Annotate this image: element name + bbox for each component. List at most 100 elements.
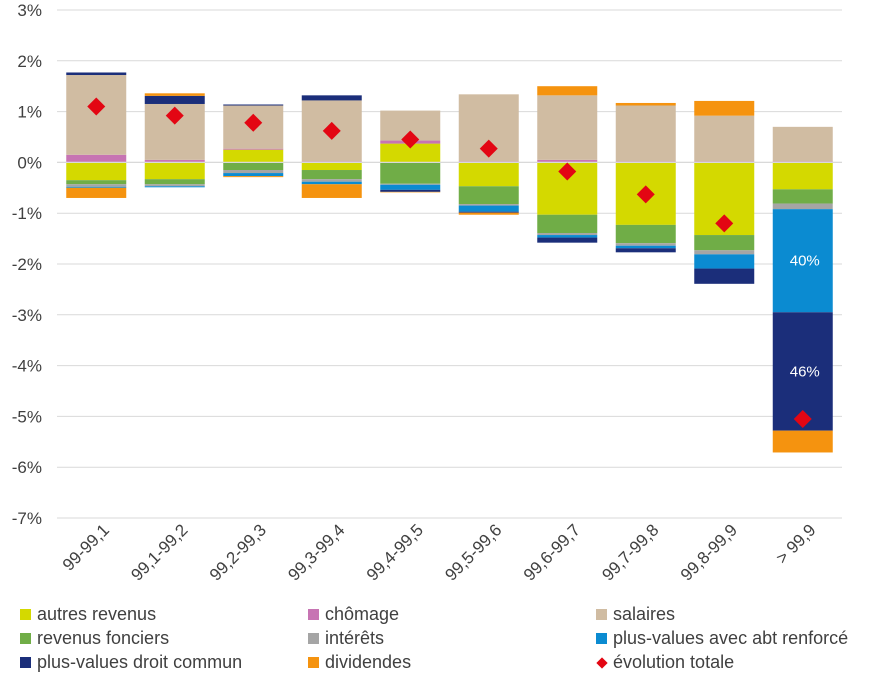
bar-segment-fonciers	[537, 214, 598, 234]
y-tick-label: -1%	[12, 204, 42, 223]
bar-segment-salaires	[694, 115, 755, 162]
bar-segment-autres	[301, 162, 362, 171]
bar-segment-interets	[458, 204, 519, 206]
bar-segment-interets	[301, 179, 362, 182]
x-tick-label: 99,3-99,4	[284, 520, 348, 584]
bar-segment-pv_renforce	[301, 181, 362, 185]
bar-segment-pv_renforce	[66, 186, 127, 188]
legend-item-autres-revenus: autres revenus	[20, 604, 156, 625]
legend-label: dividendes	[325, 652, 412, 672]
legend-item-dividendes: dividendes	[308, 652, 411, 673]
total-marker	[87, 97, 106, 116]
y-tick-label: -3%	[12, 306, 42, 325]
bar-stack	[694, 100, 755, 284]
total-markers	[87, 97, 812, 428]
bar-stack	[301, 95, 362, 198]
bar-segment-fonciers	[694, 235, 755, 251]
legend-item-revenus-fonciers: revenus fonciers	[20, 628, 169, 649]
bar-segment-autres	[144, 162, 205, 180]
legend-swatch-revenus-fonciers	[20, 633, 31, 644]
total-marker	[479, 139, 498, 158]
bar-segment-interets	[615, 243, 676, 246]
bar-segment-interets	[694, 250, 755, 255]
bar-segment-autres	[66, 162, 127, 181]
bar-segment-fonciers	[772, 189, 833, 204]
stacked-bar-chart: 3% 2% 1% 0% -1% -2% -3% -4% -5% -6% -7% 46% 40% 99-…	[12, 1, 842, 585]
bar-segment-pv_droit	[615, 248, 676, 253]
legend-item-chomage: chômage	[308, 604, 399, 625]
bar-segment-autres	[772, 162, 833, 190]
bar-segment-pv_droit	[144, 95, 205, 104]
bar-segment-pv_droit	[458, 211, 519, 213]
bar-segment-pv_renforce	[458, 205, 519, 212]
legend-label: évolution totale	[613, 652, 735, 672]
bar-segment-dividendes	[380, 191, 441, 193]
bar-segment-pv_renforce	[223, 173, 284, 177]
bar-segment-pv_renforce	[537, 235, 598, 238]
y-tick-label: -7%	[12, 509, 42, 528]
bar-segment-pv_droit	[694, 268, 755, 284]
legend-swatch-chomage	[308, 609, 319, 620]
legend-swatch-dividendes	[308, 657, 319, 668]
legend-swatch-pv-renforce	[596, 633, 607, 644]
x-tick-label: 99,8-99,9	[677, 520, 741, 584]
bar-segment-pv_droit	[301, 95, 362, 101]
y-tick-label: -2%	[12, 255, 42, 274]
bar-segment-chomage	[537, 159, 598, 163]
bar-segment-salaires	[772, 126, 833, 162]
x-tick-label: 99,4-99,5	[363, 520, 427, 584]
total-marker	[244, 113, 263, 132]
bar-segment-interets	[537, 233, 598, 236]
segment-annotations: 46% 40%	[790, 253, 820, 381]
legend-item-pv-droit-commun: plus-values droit commun	[20, 652, 242, 673]
y-tick-label: 3%	[17, 1, 42, 20]
y-tick-label: 2%	[17, 52, 42, 71]
legend-label: salaires	[613, 604, 676, 624]
bar-segment-dividendes	[615, 102, 676, 106]
bar-segment-fonciers	[458, 186, 519, 205]
bar-segment-dividendes	[223, 176, 284, 178]
bar-segment-pv_renforce	[694, 254, 755, 269]
x-tick-label: 99,7-99,8	[598, 520, 662, 584]
x-axis-tick-labels: 99-99,1 99,1-99,2 99,2-99,3 99,3-99,4 99,4-9…	[59, 520, 820, 584]
legend-diamond-icon	[596, 656, 608, 669]
bar-segment-fonciers	[223, 162, 284, 171]
x-tick-label: 99-99,1	[59, 520, 113, 574]
bar-stacks	[66, 72, 833, 453]
bar-segment-dividendes	[66, 187, 127, 198]
legend-swatch-pv-droit-commun	[20, 657, 31, 668]
bar-segment-dividendes	[694, 100, 755, 116]
bar-segment-pv_droit	[66, 72, 127, 76]
bar-segment-dividendes	[144, 93, 205, 96]
bar-segment-dividendes	[537, 86, 598, 96]
legend-swatch-interets	[308, 633, 319, 644]
legend-label: autres revenus	[37, 604, 157, 624]
segment-label: 46%	[790, 363, 820, 380]
y-axis-tick-labels: 3% 2% 1% 0% -1% -2% -3% -4% -5% -6% -7%	[12, 1, 42, 528]
bar-segment-dividendes	[301, 184, 362, 198]
y-tick-label: -6%	[12, 458, 42, 477]
legend-item-evolution-totale: évolution totale	[596, 652, 734, 673]
bar-stack	[66, 72, 127, 198]
bar-segment-interets	[223, 170, 284, 174]
bar-segment-pv_renforce	[380, 184, 441, 190]
bar-segment-interets	[380, 183, 441, 185]
bar-segment-dividendes	[458, 212, 519, 215]
x-tick-label: 99,2-99,3	[206, 520, 270, 584]
bar-segment-salaires	[537, 95, 598, 160]
bar-segment-fonciers	[144, 179, 205, 185]
legend-label: plus-values avec abt renforcé	[613, 628, 849, 648]
bar-segment-autres	[223, 149, 284, 163]
bar-stack	[144, 93, 205, 188]
legend-label: intérêts	[325, 628, 385, 648]
x-tick-label: 99,5-99,6	[441, 520, 505, 584]
bar-segment-fonciers	[615, 224, 676, 244]
total-marker	[793, 409, 812, 428]
bar-segment-salaires	[615, 105, 676, 162]
bar-segment-fonciers	[301, 170, 362, 180]
bar-segment-chomage	[66, 154, 127, 163]
total-marker	[401, 130, 420, 149]
bar-segment-interets	[144, 184, 205, 187]
bar-segment-autres	[380, 143, 441, 163]
y-tick-label: -5%	[12, 407, 42, 426]
